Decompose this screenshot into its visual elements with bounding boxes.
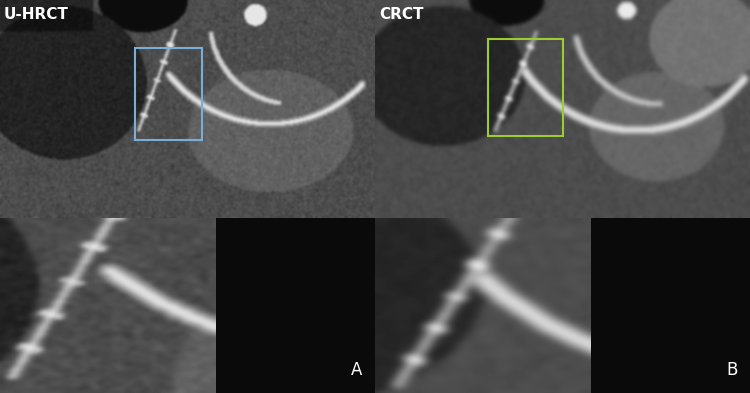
Text: U-HRCT: U-HRCT [4,7,69,22]
Text: B: B [726,361,737,379]
Bar [135,48,202,140]
Text: A: A [351,361,362,379]
Text: CRCT: CRCT [379,7,423,22]
Bar [488,39,563,136]
